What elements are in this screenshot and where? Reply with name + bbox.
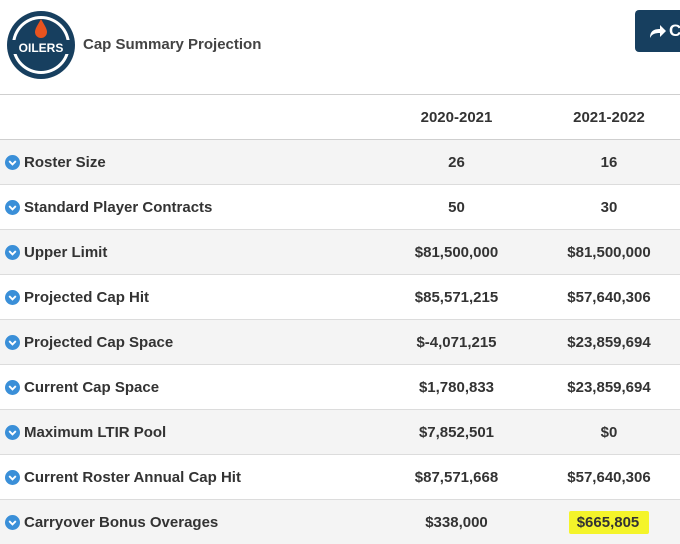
- cell-2020-2021: $7,852,501: [375, 410, 538, 455]
- page-header: OILERS Cap Summary Projection C: [0, 0, 680, 94]
- chevron-down-icon[interactable]: [5, 425, 20, 440]
- share-button-label: C: [669, 21, 680, 41]
- column-header-label: [0, 95, 375, 140]
- chevron-down-icon[interactable]: [5, 335, 20, 350]
- cell-2021-2022: $57,640,306: [538, 275, 680, 320]
- row-label: Upper Limit: [24, 244, 107, 261]
- table-row-current-roster-annual-cap-hit: Current Roster Annual Cap Hit $87,571,66…: [0, 455, 680, 500]
- cell-2020-2021: $338,000: [375, 500, 538, 544]
- cap-summary-table: 2020-2021 2021-2022 Roster Size 26 16 St…: [0, 94, 680, 544]
- page-title: Cap Summary Projection: [83, 36, 261, 53]
- table-row-projected-cap-hit: Projected Cap Hit $85,571,215 $57,640,30…: [0, 275, 680, 320]
- table-row-upper-limit: Upper Limit $81,500,000 $81,500,000: [0, 230, 680, 275]
- table-row-projected-cap-space: Projected Cap Space $-4,071,215 $23,859,…: [0, 320, 680, 365]
- share-button[interactable]: C: [635, 10, 680, 52]
- row-label: Projected Cap Hit: [24, 289, 149, 306]
- table-row-maximum-ltir-pool: Maximum LTIR Pool $7,852,501 $0: [0, 410, 680, 455]
- cell-2021-2022-highlighted: $665,805: [538, 500, 680, 544]
- share-arrow-icon: [649, 23, 667, 39]
- cell-2020-2021: 26: [375, 140, 538, 185]
- cell-2020-2021: $1,780,833: [375, 365, 538, 410]
- row-label: Carryover Bonus Overages: [24, 514, 218, 531]
- logo-text: OILERS: [19, 41, 64, 55]
- column-header-2021-2022: 2021-2022: [538, 95, 680, 140]
- highlighted-value: $665,805: [569, 511, 650, 534]
- chevron-down-icon[interactable]: [5, 380, 20, 395]
- table-row-current-cap-space: Current Cap Space $1,780,833 $23,859,694: [0, 365, 680, 410]
- cell-2021-2022: $23,859,694: [538, 320, 680, 365]
- row-label: Current Roster Annual Cap Hit: [24, 469, 241, 486]
- table-row-carryover-bonus-overages: Carryover Bonus Overages $338,000 $665,8…: [0, 500, 680, 544]
- row-label: Current Cap Space: [24, 379, 159, 396]
- table-row-roster-size: Roster Size 26 16: [0, 140, 680, 185]
- table-row-standard-player-contracts: Standard Player Contracts 50 30: [0, 185, 680, 230]
- cell-2021-2022: $81,500,000: [538, 230, 680, 275]
- chevron-down-icon[interactable]: [5, 155, 20, 170]
- chevron-down-icon[interactable]: [5, 290, 20, 305]
- chevron-down-icon[interactable]: [5, 515, 20, 530]
- oilers-logo-icon: OILERS: [6, 10, 76, 80]
- chevron-down-icon[interactable]: [5, 470, 20, 485]
- row-label: Roster Size: [24, 154, 106, 171]
- chevron-down-icon[interactable]: [5, 200, 20, 215]
- cell-2020-2021: $85,571,215: [375, 275, 538, 320]
- cell-2020-2021: $-4,071,215: [375, 320, 538, 365]
- cell-2021-2022: $23,859,694: [538, 365, 680, 410]
- cell-2021-2022: 30: [538, 185, 680, 230]
- cell-2021-2022: 16: [538, 140, 680, 185]
- row-label: Standard Player Contracts: [24, 199, 212, 216]
- cell-2020-2021: $87,571,668: [375, 455, 538, 500]
- cell-2021-2022: $57,640,306: [538, 455, 680, 500]
- row-label: Projected Cap Space: [24, 334, 173, 351]
- cell-2021-2022: $0: [538, 410, 680, 455]
- column-header-2020-2021: 2020-2021: [375, 95, 538, 140]
- chevron-down-icon[interactable]: [5, 245, 20, 260]
- row-label: Maximum LTIR Pool: [24, 424, 166, 441]
- cell-2020-2021: 50: [375, 185, 538, 230]
- table-header-row: 2020-2021 2021-2022: [0, 95, 680, 140]
- cell-2020-2021: $81,500,000: [375, 230, 538, 275]
